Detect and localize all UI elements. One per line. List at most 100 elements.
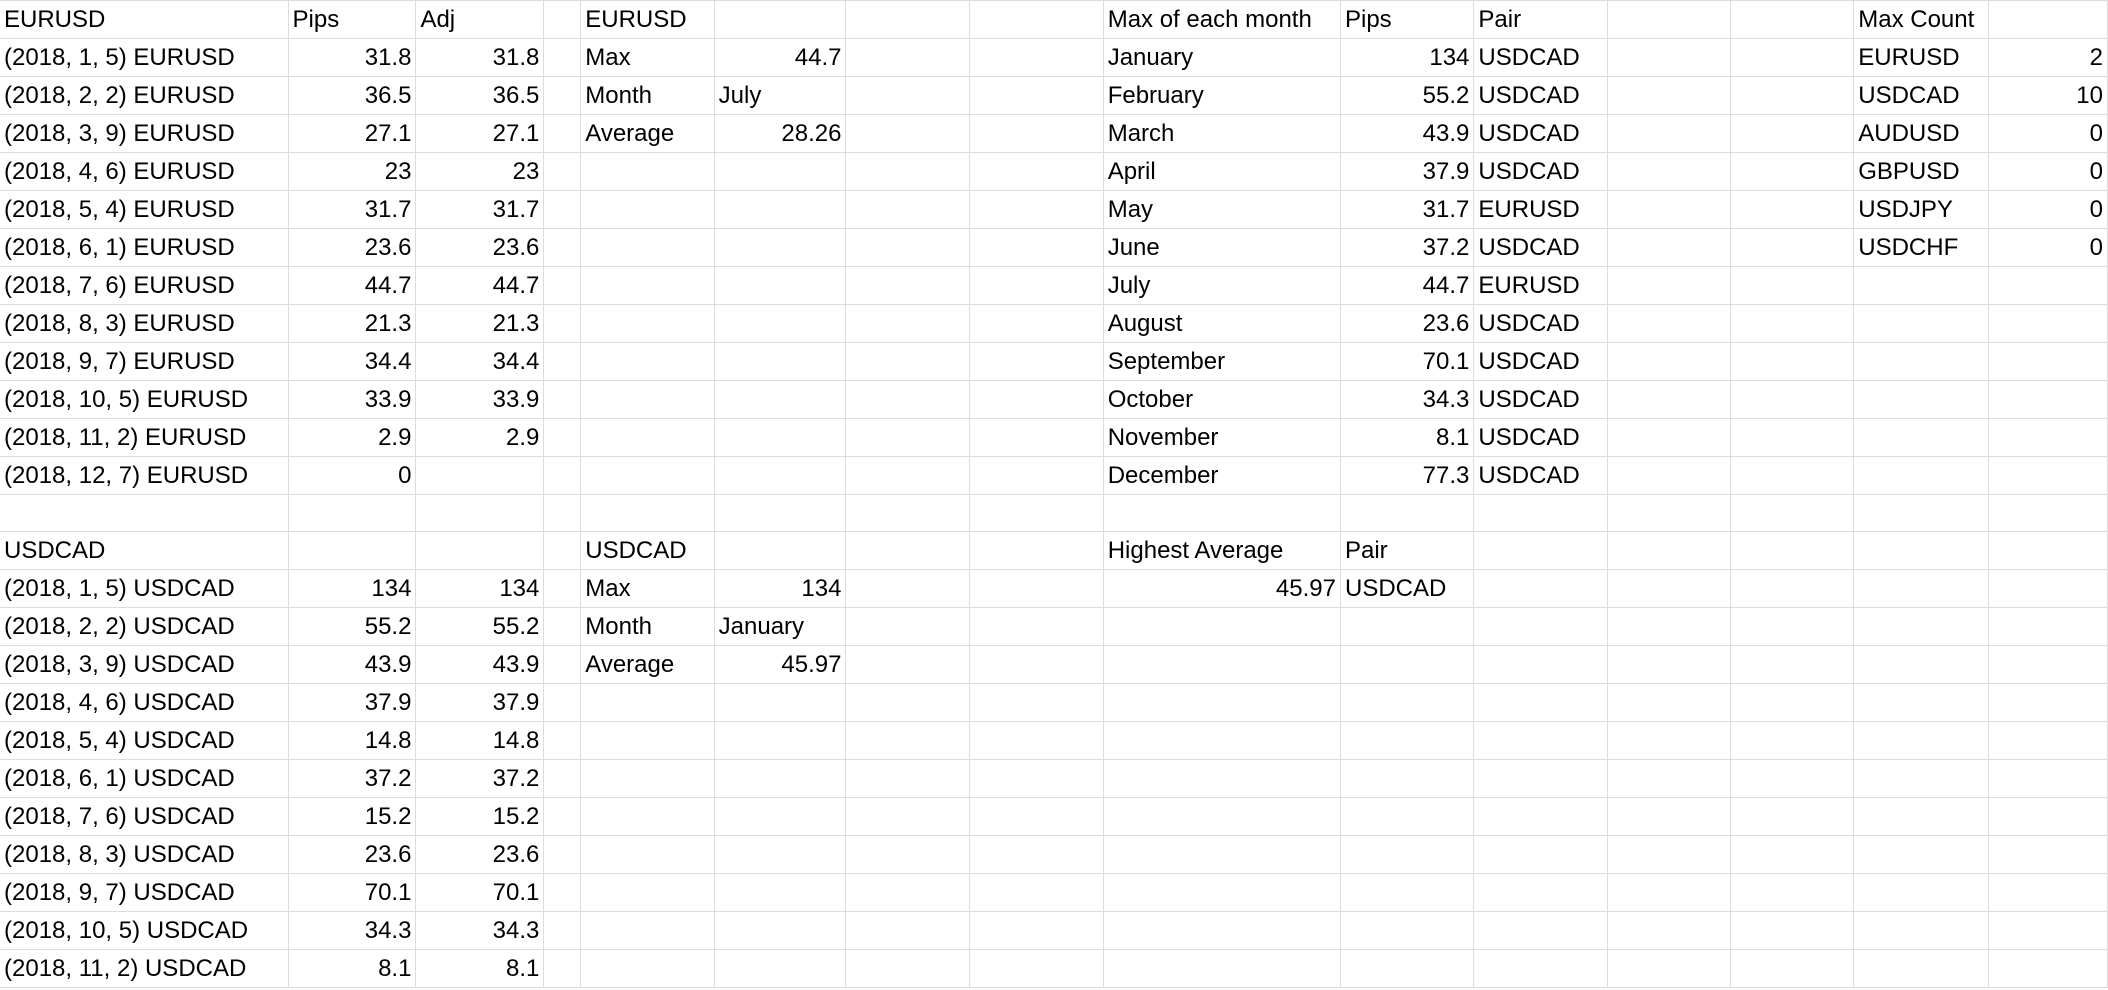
sheet-cell[interactable]	[543, 38, 582, 77]
sheet-cell[interactable]: 23.6	[288, 228, 417, 267]
sheet-cell[interactable]	[1730, 645, 1855, 684]
sheet-cell[interactable]	[543, 683, 582, 722]
sheet-cell[interactable]	[1730, 266, 1855, 305]
sheet-cell[interactable]	[1988, 721, 2108, 760]
sheet-cell[interactable]: 8.1	[415, 949, 545, 988]
sheet-cell[interactable]	[1988, 873, 2108, 912]
sheet-cell[interactable]	[1853, 531, 1990, 570]
sheet-cell[interactable]: 34.4	[288, 342, 417, 381]
sheet-cell[interactable]	[580, 797, 715, 836]
sheet-cell[interactable]: 37.9	[288, 683, 417, 722]
sheet-cell[interactable]	[1607, 645, 1732, 684]
sheet-cell[interactable]: Pips	[1340, 0, 1475, 39]
sheet-cell[interactable]	[969, 683, 1104, 722]
sheet-cell[interactable]	[580, 266, 715, 305]
sheet-cell[interactable]	[1730, 228, 1855, 267]
sheet-cell[interactable]	[1473, 911, 1608, 950]
sheet-cell[interactable]	[1730, 721, 1855, 760]
sheet-cell[interactable]: 8.1	[288, 949, 417, 988]
sheet-cell[interactable]	[714, 228, 847, 267]
sheet-cell[interactable]	[845, 456, 970, 495]
sheet-cell[interactable]	[1473, 683, 1608, 722]
sheet-cell[interactable]	[969, 304, 1104, 343]
sheet-cell[interactable]	[1853, 380, 1990, 419]
sheet-cell[interactable]: Month	[580, 76, 715, 115]
sheet-cell[interactable]: (2018, 11, 2) USDCAD	[0, 949, 289, 988]
sheet-cell[interactable]	[1340, 911, 1475, 950]
sheet-cell[interactable]: 21.3	[415, 304, 545, 343]
sheet-cell[interactable]: USDCAD	[1853, 76, 1990, 115]
sheet-cell[interactable]	[1853, 607, 1990, 646]
sheet-cell[interactable]: 14.8	[288, 721, 417, 760]
sheet-cell[interactable]: 44.7	[1340, 266, 1475, 305]
sheet-cell[interactable]: (2018, 3, 9) EURUSD	[0, 114, 289, 153]
sheet-cell[interactable]	[1988, 683, 2108, 722]
sheet-cell[interactable]: 31.8	[415, 38, 545, 77]
sheet-cell[interactable]: 28.26	[714, 114, 847, 153]
sheet-cell[interactable]	[714, 721, 847, 760]
sheet-cell[interactable]	[1103, 797, 1341, 836]
sheet-cell[interactable]	[714, 949, 847, 988]
sheet-cell[interactable]	[1607, 456, 1732, 495]
sheet-cell[interactable]	[1103, 683, 1341, 722]
sheet-cell[interactable]	[845, 418, 970, 457]
sheet-cell[interactable]	[580, 190, 715, 229]
sheet-cell[interactable]	[580, 873, 715, 912]
sheet-cell[interactable]	[1730, 683, 1855, 722]
sheet-cell[interactable]	[845, 607, 970, 646]
sheet-cell[interactable]: Pips	[288, 0, 417, 39]
sheet-cell[interactable]	[845, 114, 970, 153]
sheet-cell[interactable]	[1730, 949, 1855, 988]
sheet-cell[interactable]: 33.9	[288, 380, 417, 419]
sheet-cell[interactable]	[1853, 569, 1990, 608]
sheet-cell[interactable]: 134	[1340, 38, 1475, 77]
sheet-cell[interactable]	[288, 531, 417, 570]
sheet-cell[interactable]: 10	[1988, 76, 2108, 115]
sheet-cell[interactable]	[969, 114, 1104, 153]
sheet-cell[interactable]	[1607, 911, 1732, 950]
sheet-cell[interactable]	[1730, 873, 1855, 912]
sheet-cell[interactable]	[1607, 494, 1732, 532]
sheet-cell[interactable]	[1730, 304, 1855, 343]
sheet-cell[interactable]	[969, 911, 1104, 950]
sheet-cell[interactable]	[714, 683, 847, 722]
sheet-cell[interactable]: May	[1103, 190, 1341, 229]
sheet-cell[interactable]: December	[1103, 456, 1341, 495]
sheet-cell[interactable]: (2018, 7, 6) USDCAD	[0, 797, 289, 836]
sheet-cell[interactable]	[543, 0, 582, 39]
sheet-cell[interactable]	[969, 266, 1104, 305]
sheet-cell[interactable]: 27.1	[288, 114, 417, 153]
sheet-cell[interactable]	[415, 494, 545, 532]
sheet-cell[interactable]	[1730, 456, 1855, 495]
sheet-cell[interactable]	[845, 835, 970, 874]
sheet-cell[interactable]	[969, 835, 1104, 874]
sheet-cell[interactable]: (2018, 10, 5) EURUSD	[0, 380, 289, 419]
sheet-cell[interactable]	[1340, 494, 1475, 532]
sheet-cell[interactable]	[543, 873, 582, 912]
sheet-cell[interactable]	[1853, 873, 1990, 912]
sheet-cell[interactable]	[845, 873, 970, 912]
sheet-cell[interactable]: 15.2	[288, 797, 417, 836]
sheet-cell[interactable]: Month	[580, 607, 715, 646]
sheet-cell[interactable]	[415, 531, 545, 570]
sheet-cell[interactable]: USDCAD	[1473, 304, 1608, 343]
sheet-cell[interactable]: 36.5	[288, 76, 417, 115]
sheet-cell[interactable]	[1730, 531, 1855, 570]
sheet-cell[interactable]	[1607, 266, 1732, 305]
sheet-cell[interactable]	[580, 759, 715, 798]
sheet-cell[interactable]: Max of each month	[1103, 0, 1341, 39]
sheet-cell[interactable]	[714, 304, 847, 343]
sheet-cell[interactable]	[1103, 494, 1341, 532]
sheet-cell[interactable]: (2018, 1, 5) USDCAD	[0, 569, 289, 608]
sheet-cell[interactable]: AUDUSD	[1853, 114, 1990, 153]
sheet-cell[interactable]: 8.1	[1340, 418, 1475, 457]
sheet-cell[interactable]	[969, 38, 1104, 77]
sheet-cell[interactable]: March	[1103, 114, 1341, 153]
sheet-cell[interactable]	[1988, 759, 2108, 798]
sheet-cell[interactable]	[969, 152, 1104, 191]
sheet-cell[interactable]	[1340, 683, 1475, 722]
sheet-cell[interactable]	[1988, 531, 2108, 570]
sheet-cell[interactable]: 14.8	[415, 721, 545, 760]
sheet-cell[interactable]	[1473, 759, 1608, 798]
sheet-cell[interactable]: (2018, 6, 1) EURUSD	[0, 228, 289, 267]
